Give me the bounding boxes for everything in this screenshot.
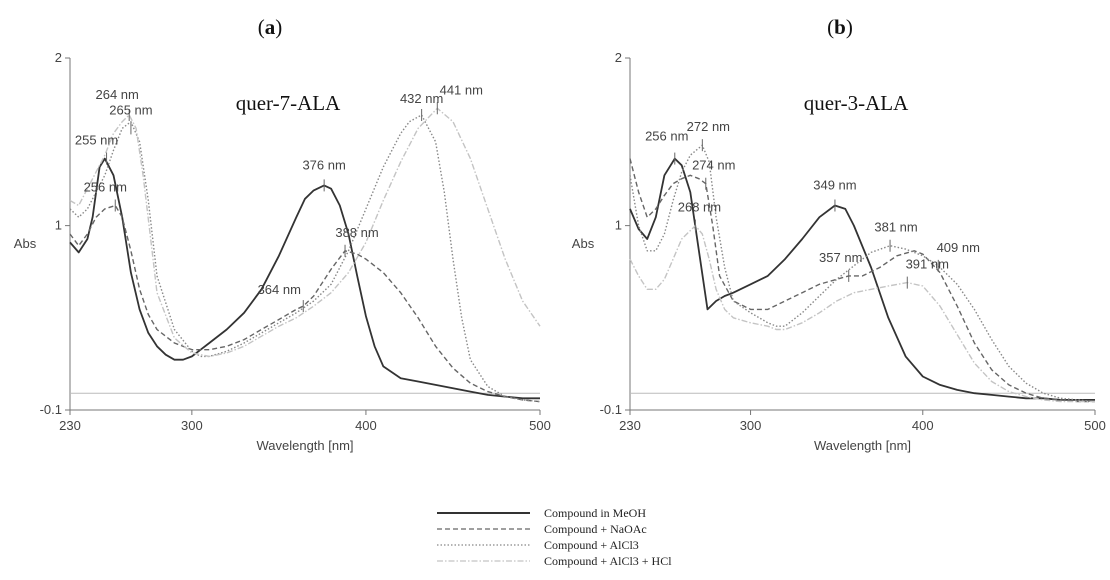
peak-label: 265 nm <box>109 102 152 117</box>
y-tick-label: -0.1 <box>600 402 622 417</box>
peak-label: 264 nm <box>95 87 138 102</box>
peak-label: 272 nm <box>687 119 730 134</box>
y-tick-label: 2 <box>615 50 622 65</box>
peak-label: 268 nm <box>678 200 721 215</box>
peak-label: 432 nm <box>400 91 443 106</box>
panel-a: (a) 230 300 400 500 2 1 -0.1 Wavelength [nm] Abs q… <box>14 15 551 453</box>
panel-label: (b) <box>827 15 853 39</box>
peak-label: 381 nm <box>874 220 917 235</box>
peak-label: 256 nm <box>645 129 688 144</box>
series-line <box>629 144 1096 403</box>
peak-label: 357 nm <box>819 250 862 265</box>
x-tick-label: 230 <box>619 418 641 433</box>
peak-label: 364 nm <box>258 282 301 297</box>
panel-b: (b) 230 300 400 500 2 1 -0.1 Wavelength [nm] Abs q… <box>572 15 1106 453</box>
series-line <box>629 157 1095 401</box>
chart-title: quer-3-ALA <box>804 91 909 115</box>
x-tick-label: 300 <box>181 418 203 433</box>
peak-label: 349 nm <box>813 178 856 193</box>
x-tick-label: 300 <box>740 418 762 433</box>
legend-label: Compound + AlCl3 + HCl <box>544 554 672 568</box>
legend: Compound in MeOH Compound + NaOAc Compound… <box>437 506 672 568</box>
series-line <box>69 204 541 403</box>
x-tick-label: 400 <box>355 418 377 433</box>
legend-label: Compound + NaOAc <box>544 522 647 536</box>
series-line <box>69 107 541 358</box>
series-line <box>69 157 540 400</box>
legend-label: Compound + AlCl3 <box>544 538 639 552</box>
panel-label: (a) <box>258 15 283 39</box>
y-axis-label: Abs <box>14 236 37 251</box>
x-axis-label: Wavelength [nm] <box>814 438 911 453</box>
x-tick-label: 400 <box>912 418 934 433</box>
peak-label: 274 nm <box>692 158 735 173</box>
y-axis-label: Abs <box>572 236 595 251</box>
series-line <box>629 224 1095 403</box>
y-tick-label: 2 <box>55 50 62 65</box>
x-axis-label: Wavelength [nm] <box>256 438 353 453</box>
peak-label: 388 nm <box>335 225 378 240</box>
legend-label: Compound in MeOH <box>544 506 646 520</box>
x-tick-label: 230 <box>59 418 81 433</box>
y-tick-label: -0.1 <box>40 402 62 417</box>
y-tick-label: 1 <box>615 218 622 233</box>
peak-label: 409 nm <box>937 240 980 255</box>
y-tick-label: 1 <box>55 218 62 233</box>
x-tick-label: 500 <box>1084 418 1106 433</box>
x-tick-label: 500 <box>529 418 551 433</box>
peak-label: 376 nm <box>302 157 345 172</box>
peak-label: 441 nm <box>440 82 483 97</box>
peak-label: 256 nm <box>84 180 127 195</box>
peak-label: 255 nm <box>75 133 118 148</box>
chart-title: quer-7-ALA <box>236 91 341 115</box>
peak-label: 391 nm <box>906 257 949 272</box>
series-line <box>629 158 1095 403</box>
